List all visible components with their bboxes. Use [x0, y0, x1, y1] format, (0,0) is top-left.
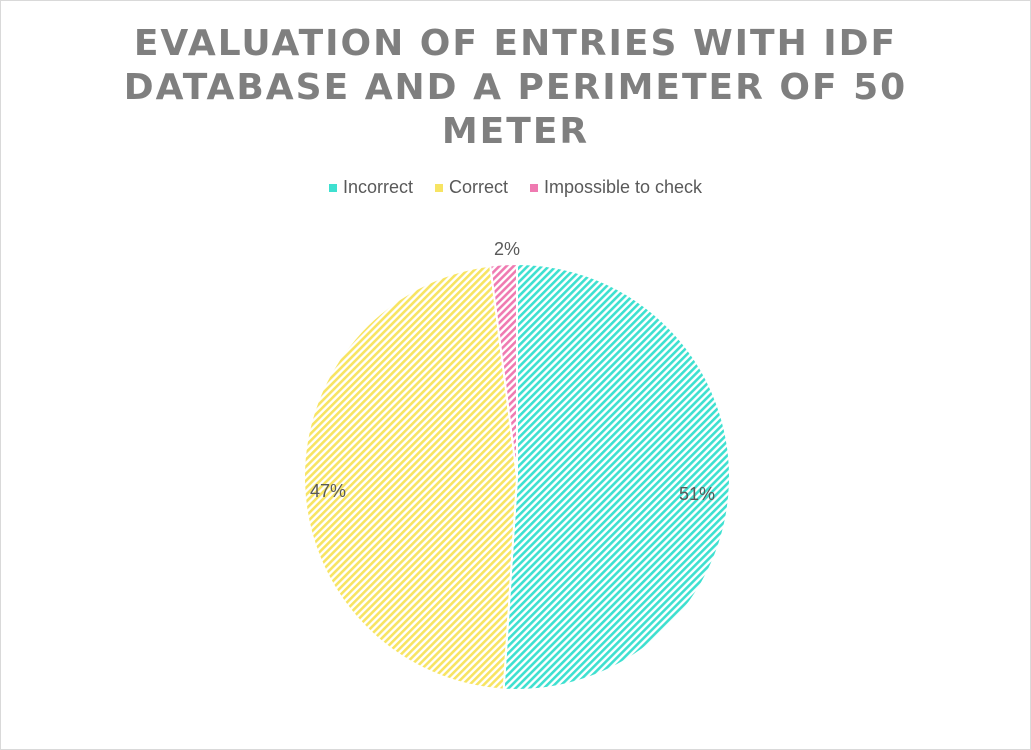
data-label-incorrect: 51% [679, 484, 715, 504]
legend-swatch-impossible [529, 183, 538, 192]
legend-label-impossible: Impossible to check [543, 177, 703, 197]
pie-slice-correct [303, 264, 519, 691]
data-label-correct: 47% [310, 481, 346, 501]
legend-swatch-correct [434, 183, 443, 192]
chart-title-line-3: METER [441, 111, 590, 152]
legend-item-correct: Correct [434, 177, 508, 198]
legend-item-incorrect: Incorrect [328, 177, 413, 198]
chart-legend: Incorrect Correct Impossible to check [0, 177, 1031, 198]
data-label-impossible: 2% [494, 239, 520, 259]
legend-label-correct: Correct [448, 177, 508, 197]
legend-label-incorrect: Incorrect [342, 177, 413, 197]
pie-slices [303, 262, 731, 691]
pie-slice-impossible [489, 262, 518, 478]
chart-title-line-2: DATABASE AND A PERIMETER OF 50 [123, 67, 908, 108]
legend-swatch-incorrect [328, 183, 337, 192]
pie-slice-incorrect [502, 262, 731, 691]
chart-title-line-1: EVALUATION OF ENTRIES WITH IDF [133, 23, 898, 64]
legend-item-impossible: Impossible to check [529, 177, 703, 198]
chart-title: EVALUATION OF ENTRIES WITH IDF DATABASE … [0, 22, 1031, 154]
